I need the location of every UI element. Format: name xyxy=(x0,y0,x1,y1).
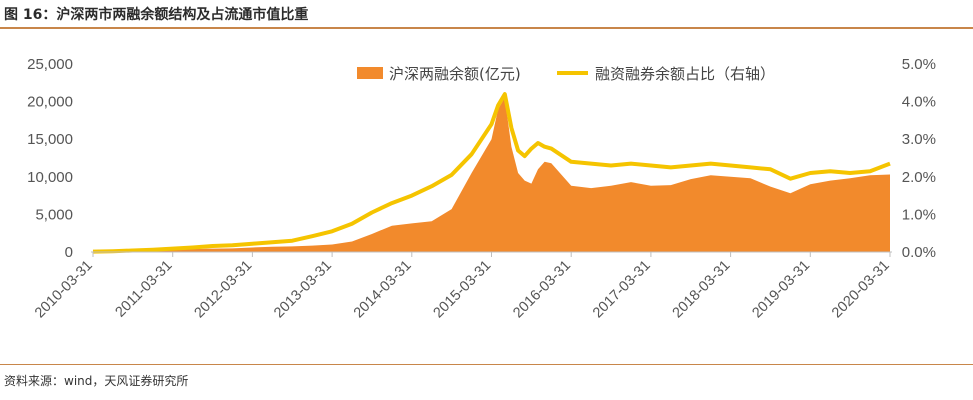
title-divider xyxy=(0,27,973,29)
y-left-tick-label: 25,000 xyxy=(27,56,73,73)
margin-balance-area xyxy=(93,97,890,252)
y-left-tick-label: 0 xyxy=(65,244,73,261)
x-tick-label: 2013-03-31 xyxy=(271,258,335,322)
legend-label-area: 沪深两融余额(亿元) xyxy=(389,65,521,83)
x-tick-label: 2015-03-31 xyxy=(431,258,495,322)
y-left-tick-label: 15,000 xyxy=(27,131,73,148)
margin-balance-chart: 0 5,000 10,000 15,000 20,000 25,000 0.0% 1.0% 2.… xyxy=(27,56,936,322)
x-tick-label: 2010-03-31 xyxy=(32,258,96,322)
x-tick-label: 2014-03-31 xyxy=(351,258,415,322)
x-tick-label: 2012-03-31 xyxy=(191,258,255,322)
source-note: 资料来源：wind，天风证券研究所 xyxy=(4,374,189,388)
figure-header: 图 16：沪深两市两融余额结构及占流通市值比重 xyxy=(0,0,973,30)
y-right-tick-label: 2.0% xyxy=(902,169,936,186)
x-tick-label: 2019-03-31 xyxy=(749,258,813,322)
y-right-tick-label: 5.0% xyxy=(902,56,936,73)
margin-ratio-line xyxy=(92,92,891,254)
y-right-tick-label: 0.0% xyxy=(902,244,936,261)
x-tick-label: 2018-03-31 xyxy=(670,258,734,322)
legend-swatch-area xyxy=(357,67,383,79)
x-tick-label: 2011-03-31 xyxy=(113,258,176,321)
footer-divider xyxy=(0,364,973,365)
y-left-tick-label: 20,000 xyxy=(27,94,73,111)
line-series-layer xyxy=(92,92,891,254)
y-left-tick-label: 10,000 xyxy=(27,169,73,186)
x-tick-label: 2016-03-31 xyxy=(510,258,574,322)
y-right-tick-label: 1.0% xyxy=(902,206,936,223)
legend: 沪深两融余额(亿元) 融资融券余额占比（右轴） xyxy=(357,65,775,83)
figure-title: 图 16：沪深两市两融余额结构及占流通市值比重 xyxy=(4,7,309,23)
legend-label-line: 融资融券余额占比（右轴） xyxy=(595,65,775,83)
area-series-layer xyxy=(93,97,890,252)
y-right-tick-label: 4.0% xyxy=(902,94,936,111)
y-left-tick-label: 5,000 xyxy=(35,206,73,223)
x-tick-label: 2017-03-31 xyxy=(590,258,654,322)
x-tick-label: 2020-03-31 xyxy=(829,258,893,322)
y-right-tick-label: 3.0% xyxy=(902,131,936,148)
